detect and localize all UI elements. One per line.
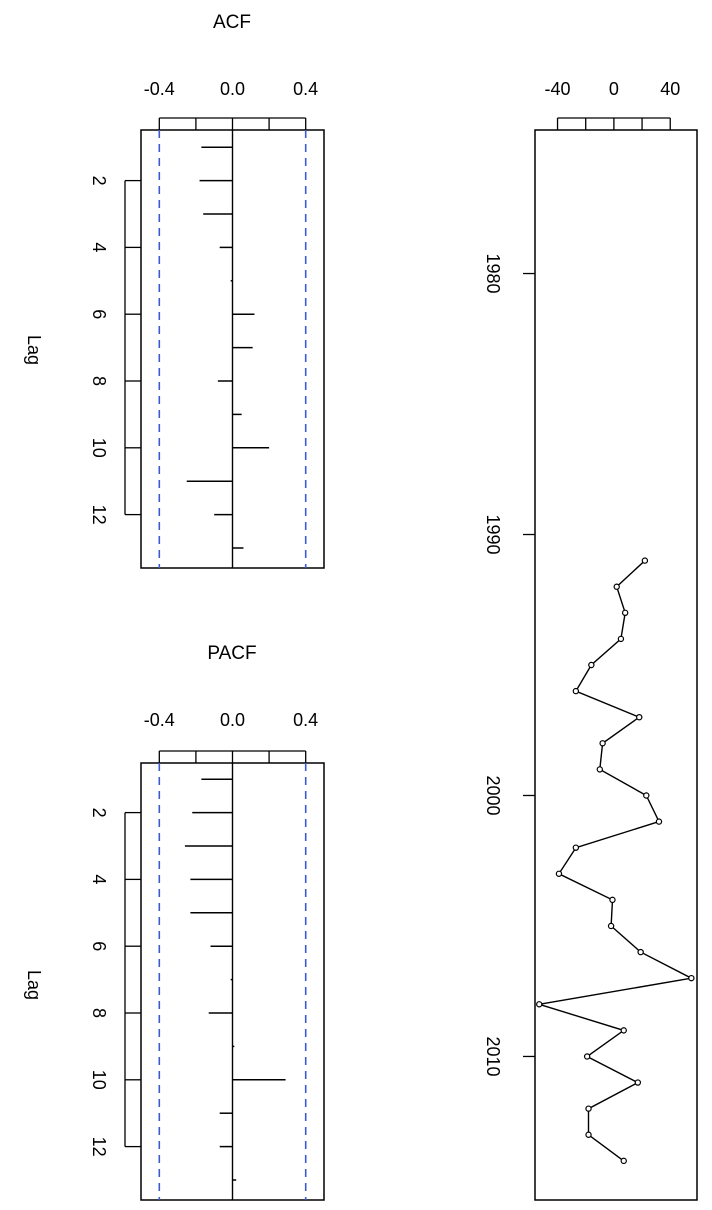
acf-y-tick-label: 8 <box>89 376 109 386</box>
pacf-y-tick-label: 6 <box>89 941 109 951</box>
timeseries-point <box>655 818 663 825</box>
pacf-x-tick-label: 0.0 <box>220 710 245 730</box>
acf-lag-label: Lag <box>24 335 44 365</box>
timeseries-point <box>585 1105 592 1112</box>
timeseries-point <box>536 1001 543 1008</box>
acf-marks: -0.4 0.0 0.4 2 4 6 8 10 12 <box>89 79 318 568</box>
pacf-panel: PACF Lag -0.4 0.0 0.4 2 4 6 8 10 12 <box>24 643 325 1201</box>
pacf-title: PACF <box>207 643 256 664</box>
acf-x-tick-label: 0.4 <box>293 79 318 99</box>
acf-x-tick-label: 0.0 <box>220 79 245 99</box>
timeseries-x-tick-label: 40 <box>660 79 680 99</box>
timeseries-point <box>572 844 580 851</box>
timeseries-x-tick-label: -40 <box>545 79 571 99</box>
timeseries-point <box>609 896 616 904</box>
timeseries-point <box>572 687 580 695</box>
acf-panel: ACF Lag -0.4 0.0 0.4 2 4 6 8 10 12 <box>24 12 325 569</box>
pacf-y-tick-label: 8 <box>89 1008 109 1018</box>
timeseries-point <box>588 661 595 669</box>
pacf-y-tick-label: 12 <box>89 1137 109 1157</box>
timeseries-point <box>641 557 649 564</box>
timeseries-x-tick-label: 0 <box>609 79 619 99</box>
timeseries-point <box>636 713 643 721</box>
acf-y-tick-label: 10 <box>89 438 109 458</box>
acf-y-tick-label: 2 <box>89 176 109 186</box>
pacf-marks: -0.4 0.0 0.4 2 4 6 8 10 12 <box>89 710 318 1200</box>
timeseries-point <box>620 1157 627 1165</box>
pacf-lag-label: Lag <box>24 970 44 1000</box>
acf-title: ACF <box>213 12 251 33</box>
timeseries-line <box>538 560 694 1162</box>
pacf-y-tick-label: 10 <box>89 1070 109 1090</box>
timeseries-point <box>585 1131 592 1138</box>
pacf-y-tick-label: 2 <box>89 808 109 818</box>
timeseries-point <box>688 974 695 982</box>
pacf-x-tick-label: -0.4 <box>144 710 175 730</box>
timeseries-point <box>634 1079 642 1086</box>
acf-y-tick-label: 4 <box>89 242 109 252</box>
timeseries-point <box>613 583 620 590</box>
timeseries-point <box>555 870 563 877</box>
timeseries-point <box>596 766 604 773</box>
timeseries-panel: -40 0 40 1980 1990 2000 2010 <box>483 79 698 1201</box>
acf-y-tick-label: 12 <box>89 505 109 525</box>
timeseries-point <box>607 922 615 930</box>
timeseries-point <box>637 948 644 956</box>
timeseries-y-tick-label: 2000 <box>483 775 503 815</box>
timeseries-point <box>617 635 625 643</box>
timeseries-y-tick-label: 2010 <box>483 1036 503 1076</box>
timeseries-y-tick-label: 1980 <box>483 254 503 294</box>
timeseries-point <box>621 609 629 617</box>
timeseries-point <box>599 740 606 747</box>
timeseries-point <box>620 1027 627 1034</box>
timeseries-plot-frame <box>534 129 698 1201</box>
timeseries-point <box>643 792 650 799</box>
pacf-x-tick-label: 0.4 <box>293 710 318 730</box>
acf-y-tick-label: 6 <box>89 309 109 319</box>
timeseries-point <box>583 1053 591 1060</box>
pacf-y-tick-label: 4 <box>89 874 109 884</box>
timeseries-y-tick-label: 1990 <box>483 514 503 554</box>
acf-x-tick-label: -0.4 <box>144 79 175 99</box>
timeseries-marks: -40 0 40 1980 1990 2000 2010 <box>483 79 695 1165</box>
